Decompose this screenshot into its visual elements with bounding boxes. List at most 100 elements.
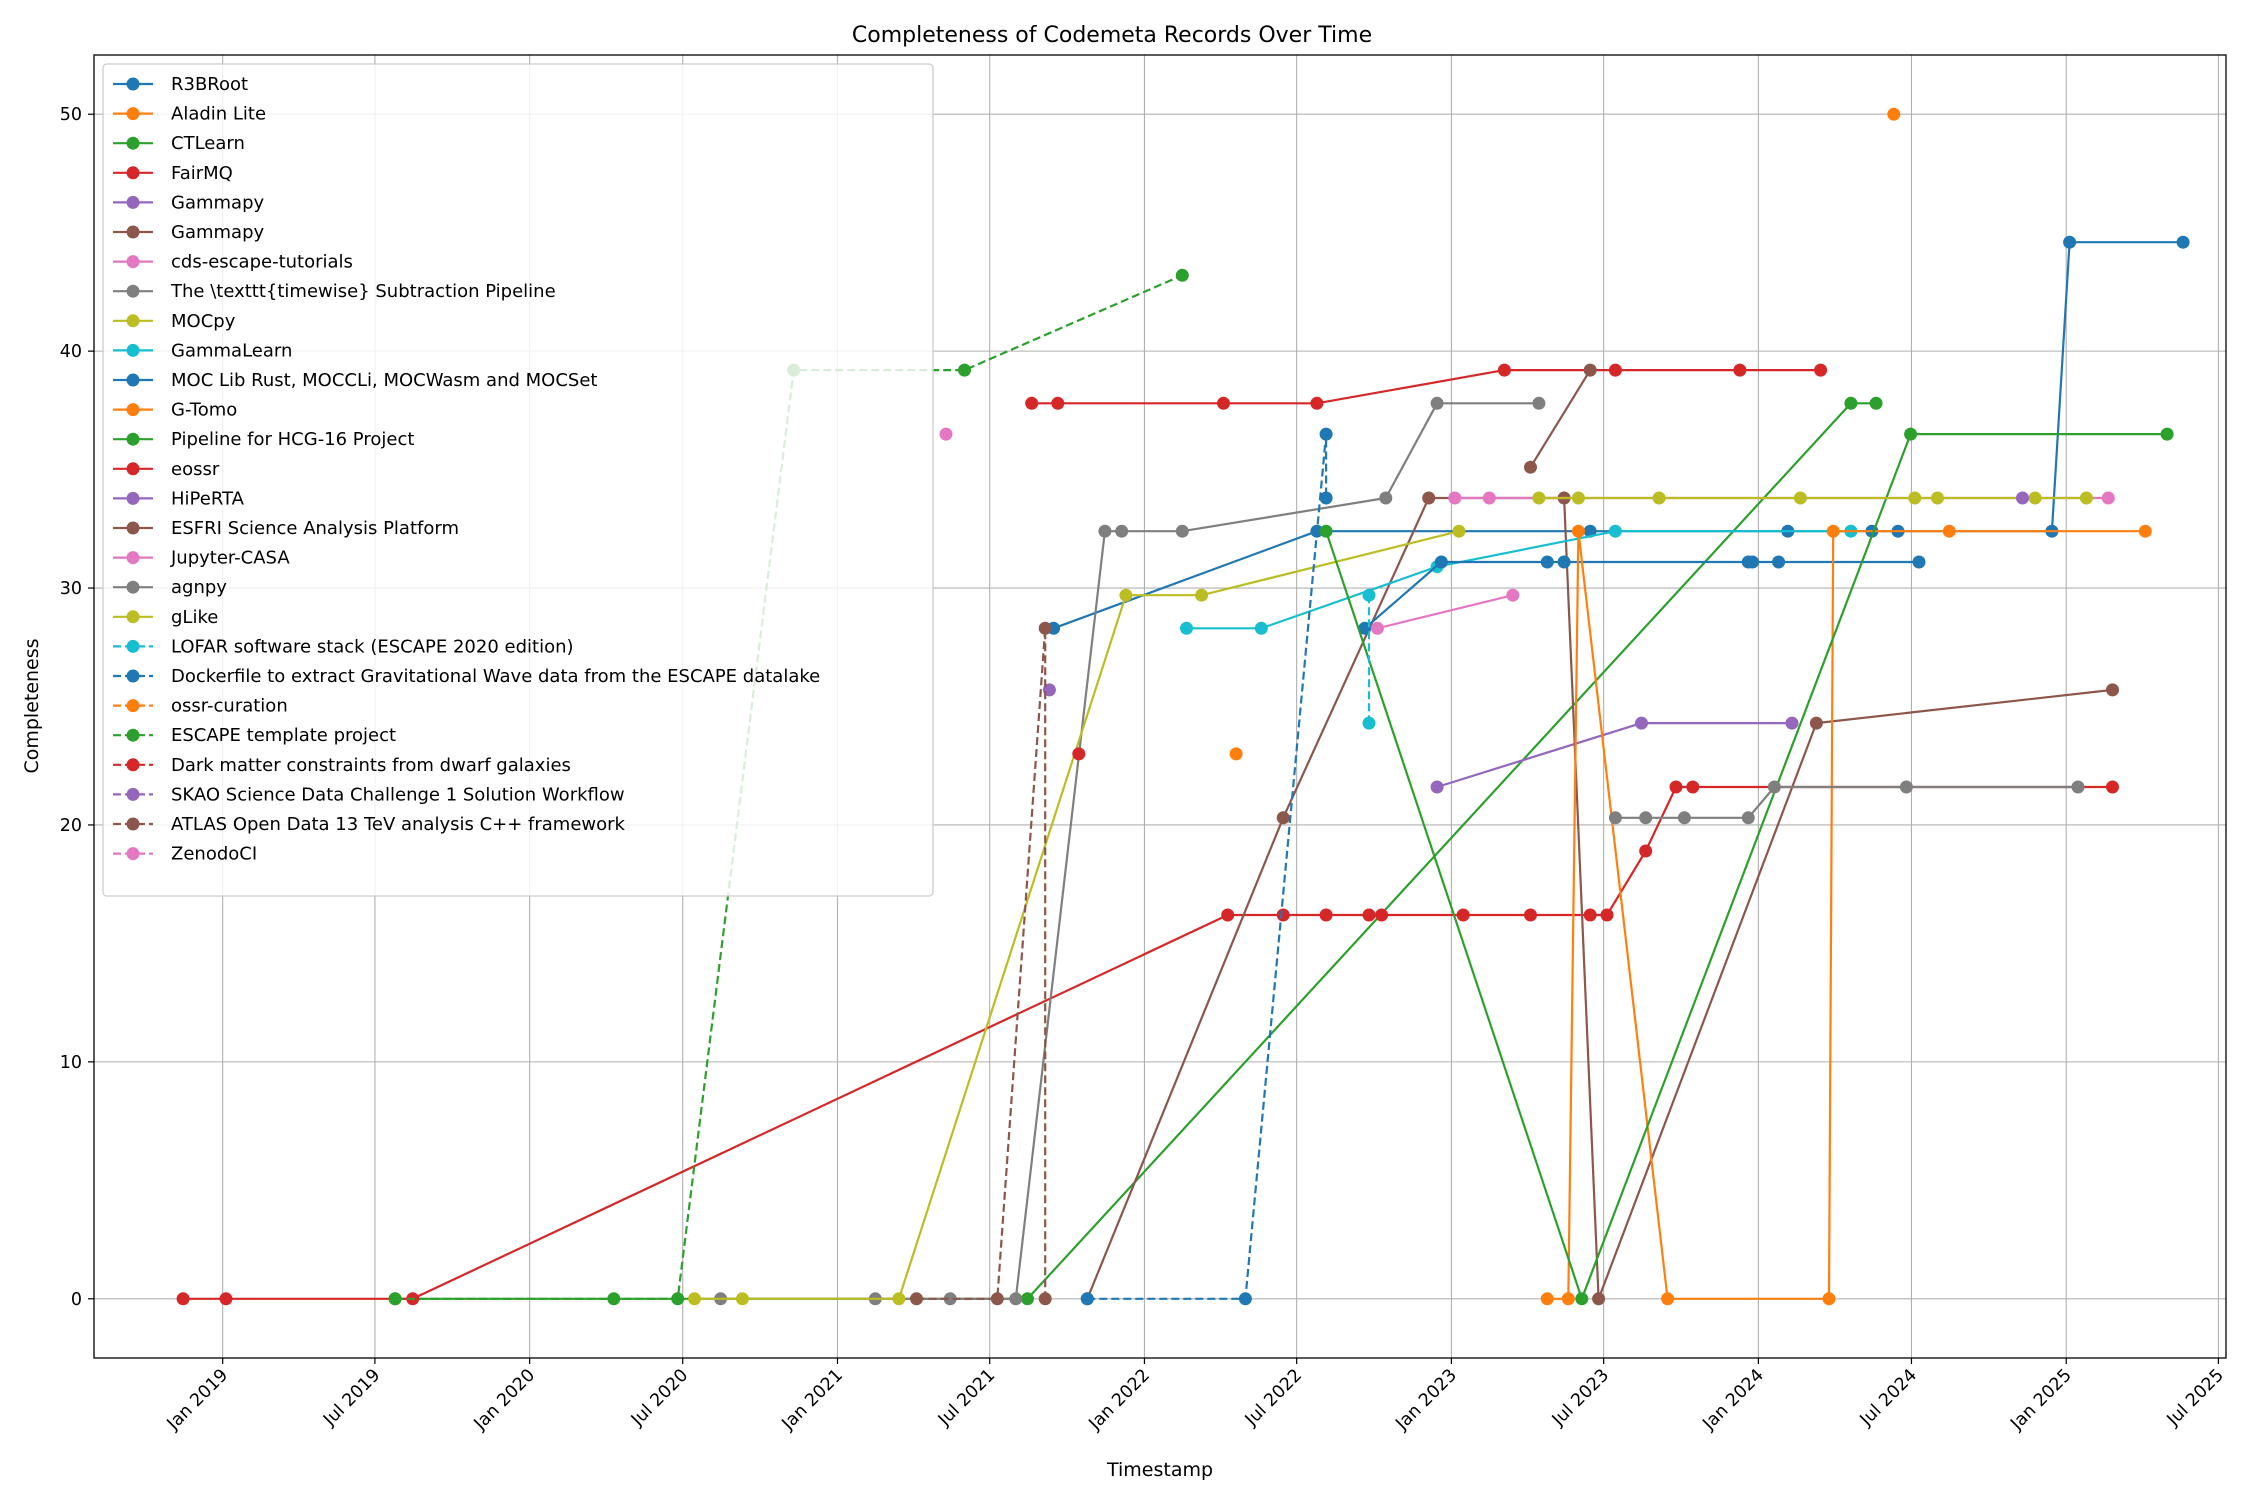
- data-point: [1319, 491, 1333, 505]
- legend-entry: ESFRI Science Analysis Platform: [113, 518, 459, 539]
- data-point: [2106, 780, 2119, 794]
- data-point: [1051, 396, 1065, 410]
- series: [1072, 747, 1086, 761]
- legend-swatch-marker: [126, 77, 140, 91]
- data-point: [2138, 524, 2152, 538]
- legend-entry: ESCAPE template project: [113, 725, 396, 746]
- series-line: [183, 785, 2113, 1300]
- data-point: [607, 1292, 621, 1306]
- y-tick-label: 40: [60, 342, 82, 362]
- data-point: [1669, 780, 1683, 794]
- legend-label: Aladin Lite: [171, 104, 266, 125]
- series: [176, 780, 2119, 1306]
- data-point: [2106, 683, 2119, 697]
- series-layer: [176, 107, 2190, 1306]
- data-point: [1430, 780, 1444, 794]
- series-line: [1087, 433, 1328, 1300]
- legend-swatch-marker: [126, 343, 140, 357]
- y-axis: 0 10 20 30 40 50: [60, 105, 94, 1310]
- data-point: [2063, 235, 2077, 249]
- legend-swatch-marker: [126, 373, 140, 387]
- data-point: [1600, 908, 1614, 922]
- series: [1540, 524, 2152, 1306]
- legend-swatch-marker: [126, 255, 140, 269]
- series-line: [916, 627, 1047, 1300]
- series: [2016, 491, 2029, 505]
- data-point: [1826, 524, 1840, 538]
- data-point: [1733, 363, 1747, 377]
- series: [1319, 427, 2174, 1306]
- data-point: [2160, 427, 2174, 441]
- legend-entry: Dockerfile to extract Gravitational Wave…: [113, 666, 820, 687]
- data-point: [1887, 107, 1901, 121]
- legend-label: Gammapy: [171, 222, 265, 243]
- legend-swatch-marker: [126, 136, 140, 150]
- data-point: [1661, 1292, 1675, 1306]
- legend-label: ESFRI Science Analysis Platform: [171, 518, 459, 539]
- data-point: [1639, 844, 1653, 858]
- y-tick-label: 50: [60, 105, 82, 125]
- legend-label: Dockerfile to extract Gravitational Wave…: [171, 666, 820, 687]
- legend-entry: Gammapy: [113, 222, 265, 243]
- legend-swatch-marker: [126, 403, 140, 417]
- data-point: [1362, 588, 1376, 602]
- series: [1887, 107, 1901, 121]
- data-point: [388, 1292, 402, 1306]
- series-line: [1377, 594, 1514, 630]
- data-point: [1571, 524, 1585, 538]
- data-point: [1524, 908, 1537, 922]
- data-point: [1844, 396, 1858, 410]
- legend-label: Gammapy: [171, 192, 265, 213]
- series: [1229, 747, 1243, 761]
- legend-label: agnpy: [171, 577, 227, 598]
- data-point: [958, 363, 971, 377]
- data-point: [1942, 524, 1956, 538]
- y-tick-label: 20: [60, 816, 82, 836]
- data-point: [1532, 396, 1546, 410]
- legend-swatch-marker: [126, 817, 140, 831]
- data-point: [1793, 491, 1807, 505]
- data-point: [688, 1292, 701, 1306]
- data-point: [990, 1292, 1004, 1306]
- data-point: [1362, 716, 1376, 730]
- data-point: [1652, 491, 1666, 505]
- legend-entry: MOCpy: [113, 311, 236, 332]
- data-point: [1319, 427, 1333, 441]
- legend-entry: Dark matter constraints from dwarf galax…: [113, 755, 571, 776]
- data-point: [1608, 811, 1622, 825]
- data-point: [1009, 1292, 1023, 1306]
- data-point: [1908, 491, 1922, 505]
- data-point: [1038, 621, 1052, 635]
- data-point: [2028, 491, 2042, 505]
- data-point: [1254, 621, 1268, 635]
- data-point: [2071, 780, 2085, 794]
- data-point: [1452, 524, 1466, 538]
- data-point: [1238, 1292, 1252, 1306]
- legend-label: FairMQ: [171, 163, 233, 184]
- data-point: [1772, 555, 1786, 569]
- legend-entry: ATLAS Open Data 13 TeV analysis C++ fram…: [113, 814, 626, 835]
- legend-label: The \texttt{timewise} Subtraction Pipeli…: [170, 281, 556, 302]
- series: [1524, 363, 1597, 474]
- y-tick-label: 0: [71, 1290, 82, 1310]
- series: [1370, 588, 1520, 635]
- data-point: [1741, 811, 1755, 825]
- legend-entry: The \texttt{timewise} Subtraction Pipeli…: [113, 281, 556, 302]
- data-point: [1434, 555, 1448, 569]
- data-point: [1575, 1292, 1589, 1306]
- series-line: [1529, 369, 1592, 468]
- data-point: [939, 427, 953, 441]
- series-line: [1325, 433, 2168, 1300]
- series-line: [1547, 530, 2146, 1300]
- legend-label: ATLAS Open Data 13 TeV analysis C++ fram…: [171, 814, 626, 835]
- legend-swatch-marker: [126, 580, 140, 594]
- legend-swatch-marker: [126, 432, 140, 446]
- data-point: [1276, 908, 1290, 922]
- data-point: [1540, 555, 1554, 569]
- data-point: [1677, 811, 1691, 825]
- chart-title: Completeness of Codemeta Records Over Ti…: [852, 23, 1372, 48]
- legend-swatch-marker: [126, 699, 140, 713]
- legend-swatch-marker: [126, 284, 140, 298]
- data-point: [2176, 235, 2190, 249]
